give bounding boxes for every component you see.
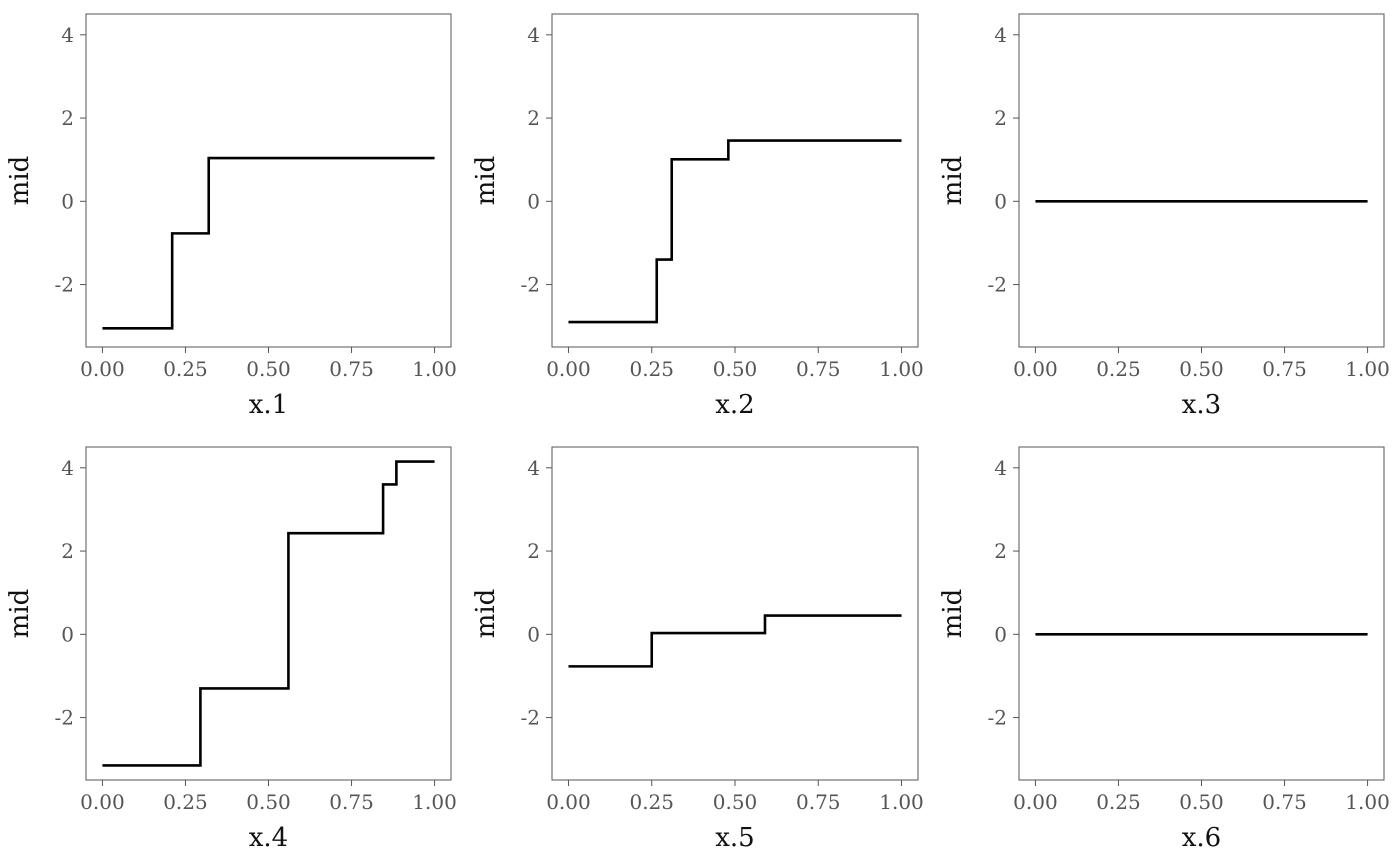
panel-6: 0.00 0.25 0.50 0.75 1.00 -2 0 2 4 x.6 mid (938, 446, 1390, 853)
panel-2-frame (551, 13, 919, 348)
panel-1-x-tick-label-3: 0.75 (329, 357, 374, 381)
panel-2-x-tick-label-0: 0.00 (546, 357, 591, 381)
panel-4: 0.00 0.25 0.50 0.75 1.00 -2 0 2 4 x.4 mid (5, 446, 457, 853)
panel-6-x-tick-label-0: 0.00 (1013, 790, 1058, 814)
panel-6-y-tick-label-1: 0 (994, 622, 1007, 646)
panel-4-x-tick-label-4: 1.00 (412, 790, 457, 814)
panel-4-x-axis-title: x.4 (249, 823, 288, 853)
panel-1-y-tick-label-2: 2 (61, 106, 74, 130)
panel-6-x-axis-title: x.6 (1182, 823, 1221, 853)
panel-3-y-tick-label-2: 2 (994, 106, 1007, 130)
panel-3: 0.00 0.25 0.50 0.75 1.00 -2 0 2 4 x.3 mid (938, 13, 1390, 420)
panel-1-series-0-step-line (102, 156, 435, 330)
panel-1-y-axis-title: mid (5, 156, 35, 206)
panel-4-frame (85, 446, 452, 781)
panel-2-y-tick-label-3: 4 (527, 23, 540, 47)
panel-5-y-axis-title: mid (471, 589, 501, 639)
panel-2-x-tick-label-3: 0.75 (796, 357, 841, 381)
panel-6-frame (1018, 446, 1385, 781)
panel-5-x-tick-label-2: 0.50 (713, 790, 758, 814)
panel-2-y-tick-label-2: 2 (527, 106, 540, 130)
panel-4-y-tick-label-2: 2 (61, 539, 74, 563)
panel-1-frame (85, 13, 452, 348)
panel-3-x-tick-label-4: 1.00 (1345, 357, 1390, 381)
panel-3-frame (1018, 13, 1385, 348)
panel-3-x-tick-label-2: 0.50 (1179, 357, 1224, 381)
panel-6-x-tick-label-4: 1.00 (1345, 790, 1390, 814)
panel-4-y-tick-label-1: 0 (61, 622, 74, 646)
panel-4-series-0-step-line (102, 460, 435, 767)
panel-3-x-tick-label-0: 0.00 (1013, 357, 1058, 381)
panel-1-x-tick-label-1: 0.25 (163, 357, 208, 381)
panel-6-y-tick-label-3: 4 (994, 456, 1007, 480)
panel-4-x-tick-label-0: 0.00 (80, 790, 125, 814)
panel-1-y-tick-label-3: 4 (61, 23, 74, 47)
panel-1: 0.00 0.25 0.50 0.75 1.00 -2 0 2 4 x.1 mid (5, 13, 457, 420)
panel-5-y-tick-label-3: 4 (527, 456, 540, 480)
panel-5-frame (551, 446, 919, 781)
panel-5-x-tick-label-4: 1.00 (879, 790, 924, 814)
panel-6-y-axis-title: mid (938, 589, 968, 639)
panel-2-x-axis-title: x.2 (715, 390, 754, 420)
panel-6-x-tick-label-3: 0.75 (1262, 790, 1307, 814)
panel-6-x-tick-label-1: 0.25 (1096, 790, 1141, 814)
panel-2-x-tick-label-4: 1.00 (879, 357, 924, 381)
panel-1-x-axis-title: x.1 (249, 390, 288, 420)
panel-1-x-tick-label-4: 1.00 (412, 357, 457, 381)
panel-2-y-tick-label-0: -2 (521, 273, 540, 297)
panel-5-y-tick-label-1: 0 (527, 622, 540, 646)
panel-3-y-tick-label-0: -2 (988, 273, 1007, 297)
panel-4-x-tick-label-1: 0.25 (163, 790, 208, 814)
panel-3-y-tick-label-3: 4 (994, 23, 1007, 47)
panel-3-x-tick-label-1: 0.25 (1096, 357, 1141, 381)
panel-6-x-tick-label-2: 0.50 (1179, 790, 1224, 814)
panel-2-y-axis-title: mid (471, 156, 501, 206)
panel-2-x-tick-label-1: 0.25 (629, 357, 674, 381)
panel-2-x-tick-label-2: 0.50 (713, 357, 758, 381)
panel-2: 0.00 0.25 0.50 0.75 1.00 -2 0 2 4 x.2 mid (471, 13, 924, 420)
panel-1-x-tick-label-0: 0.00 (80, 357, 125, 381)
panel-5-x-tick-label-3: 0.75 (796, 790, 841, 814)
panel-5-y-tick-label-0: -2 (521, 706, 540, 730)
panel-5-x-tick-label-0: 0.00 (546, 790, 591, 814)
panel-3-y-tick-label-1: 0 (994, 189, 1007, 213)
panel-2-y-tick-label-1: 0 (527, 189, 540, 213)
panel-5-y-tick-label-2: 2 (527, 539, 540, 563)
panel-5-series-0-step-line (568, 614, 902, 668)
panel-5-x-axis-title: x.5 (715, 823, 754, 853)
panel-5: 0.00 0.25 0.50 0.75 1.00 -2 0 2 4 x.5 mid (471, 446, 924, 853)
panel-4-x-tick-label-3: 0.75 (329, 790, 374, 814)
panel-1-y-tick-label-0: -2 (55, 273, 74, 297)
panel-4-y-tick-label-3: 4 (61, 456, 74, 480)
panel-3-y-axis-title: mid (938, 156, 968, 206)
panel-4-x-tick-label-2: 0.50 (246, 790, 291, 814)
panel-5-x-tick-label-1: 0.25 (629, 790, 674, 814)
panel-4-y-tick-label-0: -2 (55, 706, 74, 730)
panel-4-y-axis-title: mid (5, 589, 35, 639)
panel-1-x-tick-label-2: 0.50 (246, 357, 291, 381)
panel-3-x-tick-label-3: 0.75 (1262, 357, 1307, 381)
panel-6-y-tick-label-0: -2 (988, 706, 1007, 730)
panel-6-y-tick-label-2: 2 (994, 539, 1007, 563)
panel-1-y-tick-label-1: 0 (61, 189, 74, 213)
panel-2-series-0-step-line (568, 139, 902, 324)
panel-3-x-axis-title: x.3 (1182, 390, 1221, 420)
